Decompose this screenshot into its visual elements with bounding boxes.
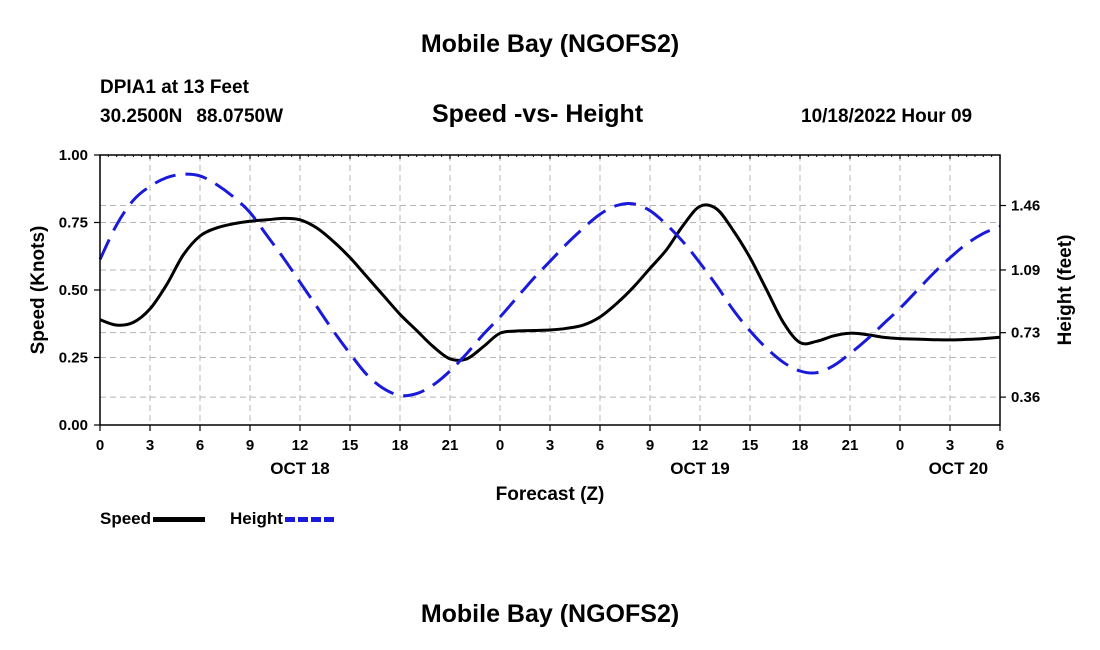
x-tick-label: 21 <box>842 437 859 454</box>
x-tick-label: 6 <box>196 437 204 454</box>
legend-speed-swatch <box>153 517 206 523</box>
x-tick-label: 6 <box>996 437 1004 454</box>
longitude: 88.0750W <box>196 106 284 127</box>
x-tick-label: 21 <box>442 437 459 454</box>
date-label: OCT 18 <box>270 459 330 478</box>
next-report-title: Mobile Bay (NGOFS2) <box>420 600 680 628</box>
forecast-datetime: 10/18/2022 Hour 09 <box>801 106 973 127</box>
y-tick-label-left: 0.00 <box>59 417 88 434</box>
x-tick-label: 3 <box>946 437 954 454</box>
height-series-line <box>98 172 1001 398</box>
chart-title: Speed -vs- Height <box>432 100 644 128</box>
x-tick-label: 9 <box>246 437 254 454</box>
x-tick-label: 9 <box>646 437 654 454</box>
x-tick-label: 12 <box>692 437 709 454</box>
x-tick-label: 18 <box>392 437 409 454</box>
station-coordinates: 30.2500N 88.0750W <box>100 106 283 128</box>
latitude: 30.2500N <box>100 106 183 127</box>
y-tick-label-left: 0.50 <box>59 282 88 299</box>
x-tick-label: 0 <box>96 437 104 454</box>
y-axis-label-right: Height (feet) <box>1055 235 1076 346</box>
x-tick-label: 15 <box>742 437 759 454</box>
y-tick-label-left: 0.25 <box>59 350 88 367</box>
station-label: DPIA1 at 13 Feet <box>100 77 249 98</box>
y-tick-label-left: 0.75 <box>59 215 88 232</box>
x-tick-label: 3 <box>146 437 154 454</box>
legend-speed-label: Speed <box>100 509 152 528</box>
date-label: OCT 19 <box>670 459 730 478</box>
y-tick-label-right: 0.73 <box>1011 325 1040 342</box>
report-title: Mobile Bay (NGOFS2) <box>420 30 680 58</box>
x-tick-label: 15 <box>342 437 359 454</box>
x-tick-label: 12 <box>292 437 309 454</box>
y-tick-label-right: 1.46 <box>1011 198 1040 215</box>
x-axis-label: Forecast (Z) <box>496 484 605 505</box>
axis-ticks <box>94 154 1006 431</box>
x-tick-label: 18 <box>792 437 809 454</box>
y-tick-label-right: 0.36 <box>1011 389 1040 406</box>
date-label: OCT 20 <box>929 459 989 478</box>
x-tick-label: 3 <box>546 437 554 454</box>
legend-speed: Speed <box>100 509 206 529</box>
legend-height: Height <box>230 509 337 529</box>
x-tick-label: 0 <box>496 437 504 454</box>
x-tick-label: 0 <box>896 437 904 454</box>
legend-height-swatch <box>284 517 337 523</box>
axis-labels: 0 3 6 9 12 15 18 21 0 3 6 9 12 15 18 21 0 3 6 OCT 18 OCT 19 O… <box>28 147 1076 505</box>
x-tick-label: 6 <box>596 437 604 454</box>
y-tick-label-left: 1.00 <box>59 147 88 164</box>
y-axis-label-left: Speed (Knots) <box>28 226 49 355</box>
series-group <box>98 172 1001 398</box>
speed-series-line <box>99 203 1001 362</box>
legend-height-label: Height <box>230 509 283 528</box>
y-tick-label-right: 1.09 <box>1011 262 1040 279</box>
grid-lines <box>100 155 1000 425</box>
